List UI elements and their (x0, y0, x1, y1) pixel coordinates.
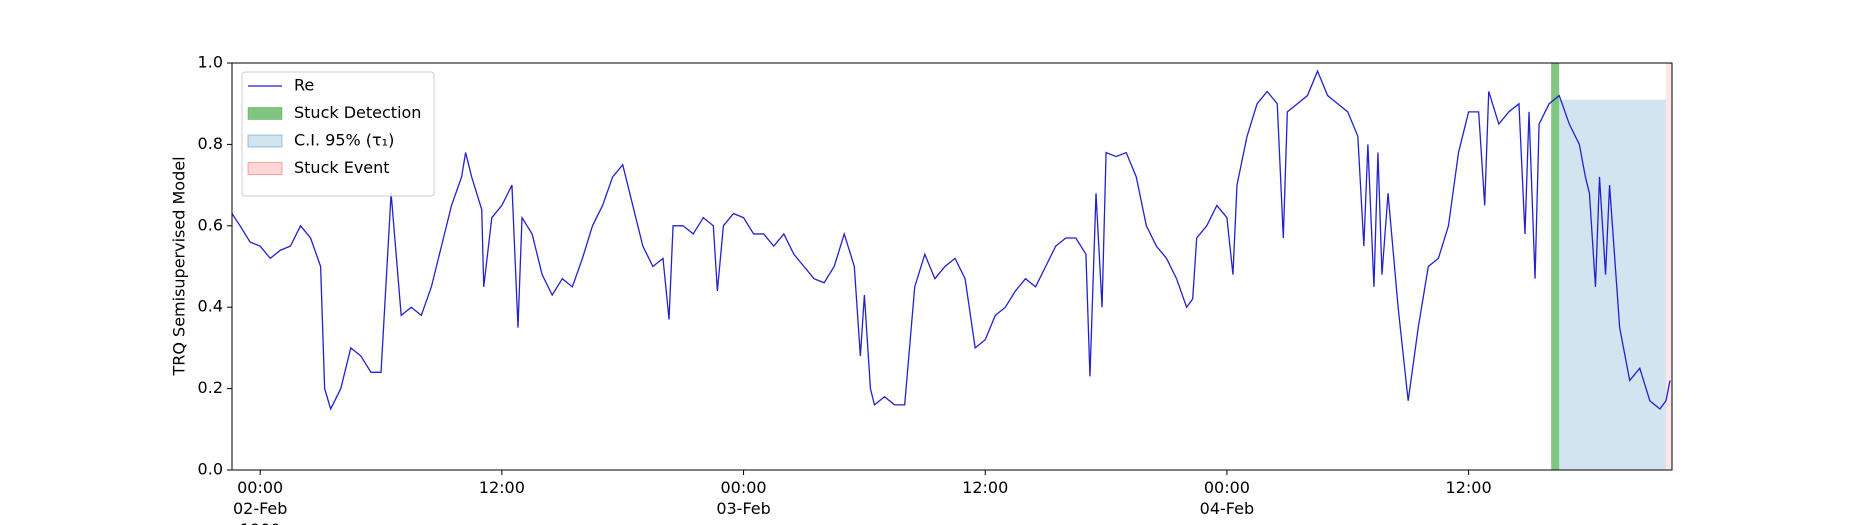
legend-label: Re (294, 76, 314, 95)
span (1551, 63, 1560, 470)
x-tick-label: 12:00 (962, 478, 1009, 497)
y-tick-label: 0.6 (198, 215, 223, 234)
line (231, 69, 1671, 411)
x-tick-label: 12:00 (1445, 478, 1492, 497)
x-tick-label: 12:00 (478, 478, 525, 497)
y-axis-label: TRQ Semisupervised Model (170, 156, 189, 376)
y-tick-label: 1.0 (198, 53, 223, 72)
plot-frame (231, 62, 1673, 471)
y-tick-label: 0.8 (198, 134, 223, 153)
legend-label: C.I. 95% (τ₁) (294, 131, 394, 150)
legend-label: Stuck Detection (294, 103, 421, 122)
legend-box (241, 71, 435, 197)
y-tick-label: 0.4 (198, 297, 223, 316)
x-tick-label: 00:00 03-Feb (716, 478, 771, 518)
legend-label: Stuck Event (294, 158, 390, 177)
legend-patch (247, 134, 283, 148)
x-tick-label: 00:00 02-Feb 1900 (232, 478, 288, 525)
legend-patch (247, 107, 283, 120)
y-tick-label: 0.0 (198, 460, 223, 479)
legend-patch (247, 162, 283, 175)
y-tick-label: 0.2 (198, 378, 223, 397)
x-tick-label: 00:00 04-Feb (1199, 478, 1255, 518)
span (1559, 99, 1666, 470)
span (1665, 63, 1672, 470)
